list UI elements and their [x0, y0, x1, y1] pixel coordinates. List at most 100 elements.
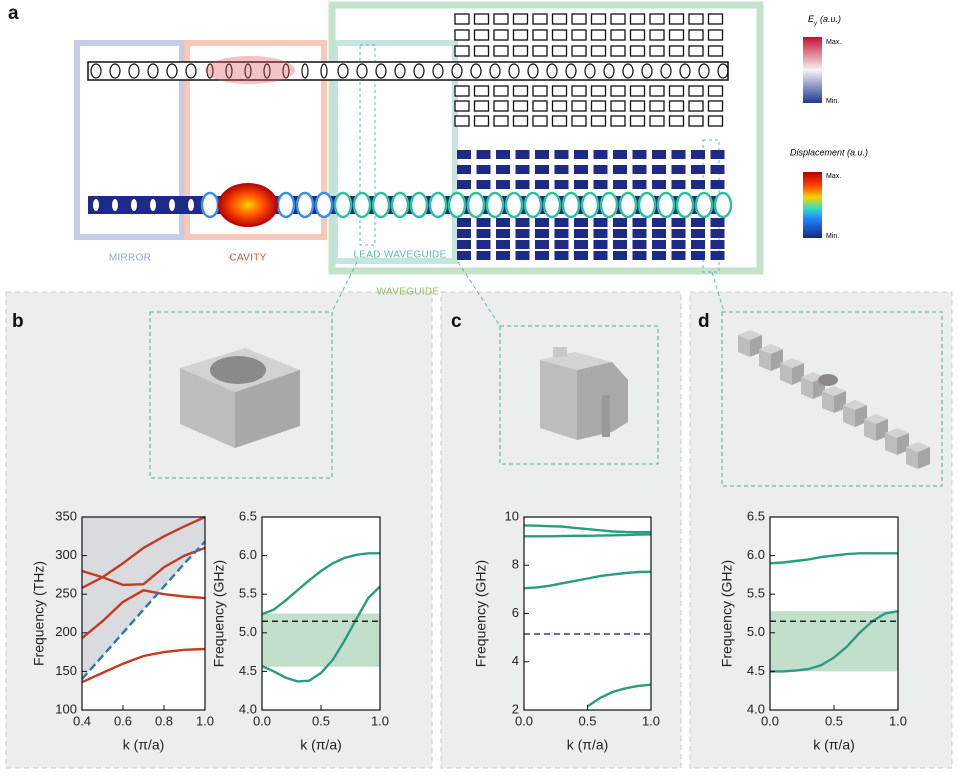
x-axis-label: k (π/a): [813, 737, 855, 753]
phononic-cell: [554, 251, 569, 260]
phononic-cell: [535, 240, 549, 249]
phononic-cell: [496, 251, 510, 260]
phononic-cell: [512, 29, 529, 41]
phononic-cell: [707, 115, 724, 127]
phononic-cell: [496, 218, 510, 227]
phononic-cell: [649, 29, 665, 41]
hole: [128, 63, 140, 79]
y-tick-label: 5.0: [747, 624, 765, 639]
phononic-cell: [691, 150, 705, 159]
phononic-cell: [632, 165, 647, 174]
phononic-cell: [457, 150, 471, 159]
band-line: [81, 647, 206, 684]
phononic-cell: [554, 240, 569, 249]
phononic-cell: [632, 229, 647, 238]
hole: [244, 63, 252, 79]
phononic-cell: [668, 85, 685, 97]
phononic-cell: [496, 150, 510, 159]
hole: [166, 63, 178, 79]
phononic-cell: [668, 29, 685, 41]
x-axis-label: k (π/a): [123, 737, 165, 753]
hole: [504, 191, 524, 219]
phononic-cell: [610, 115, 626, 127]
hole: [565, 63, 577, 79]
cavity-field: [205, 56, 295, 84]
phononic-cell: [512, 85, 529, 97]
hole: [352, 191, 372, 219]
block: [780, 363, 792, 385]
hole: [150, 199, 156, 211]
x-tick-label: 1.0: [642, 713, 660, 728]
unit-marker: [359, 44, 376, 246]
inset-box: [721, 311, 943, 487]
phononic-cell: [649, 13, 665, 25]
phononic-cell: [691, 218, 705, 227]
phononic-cell: [652, 218, 666, 227]
phononic-cell: [476, 251, 491, 260]
phononic-cell: [535, 251, 549, 260]
x-tick-label: 0.0: [253, 713, 271, 728]
phononic-cell: [688, 45, 704, 57]
bandgap: [262, 613, 380, 667]
region-label: CAVITY: [229, 253, 266, 264]
bandgap: [770, 611, 898, 672]
phononic-cell: [512, 45, 529, 57]
phononic-cell: [707, 85, 724, 97]
hole: [485, 191, 505, 219]
hole: [508, 63, 520, 79]
phononic-cell: [649, 85, 665, 97]
phononic-cell: [652, 240, 666, 249]
phononic-cell: [574, 180, 588, 189]
phononic-cell: [493, 100, 509, 112]
x-tick-label: 0.5: [578, 713, 596, 728]
x-tick-label: 0.0: [761, 713, 779, 728]
hole: [637, 191, 657, 219]
phononic-cell: [632, 180, 647, 189]
phononic-cell: [652, 251, 666, 260]
hole: [656, 191, 676, 219]
phononic-cell: [610, 85, 626, 97]
hole: [188, 199, 194, 211]
phononic-cell: [454, 45, 470, 57]
hole: [618, 191, 638, 219]
phononic-cell: [496, 180, 510, 189]
hole: [694, 191, 714, 219]
phononic-cell: [554, 150, 569, 159]
hole: [409, 191, 429, 219]
phononic-cell: [652, 229, 666, 238]
phononic-cell: [688, 13, 704, 25]
phononic-cell: [473, 115, 490, 127]
x-axis-label: k (π/a): [300, 737, 342, 753]
phononic-cell: [629, 29, 646, 41]
hole: [282, 63, 290, 79]
phononic-cell: [535, 150, 549, 159]
colorbar-title: Ey (a.u.): [808, 14, 841, 26]
phononic-cell: [652, 150, 666, 159]
hole: [523, 191, 543, 219]
hole: [527, 63, 539, 79]
phononic-cell: [551, 29, 568, 41]
phononic-cell: [476, 229, 491, 238]
phononic-cell: [512, 115, 529, 127]
phononic-cell: [574, 150, 588, 159]
phononic-cell: [710, 165, 725, 174]
phononic-cell: [671, 229, 686, 238]
region-label: MIRROR: [109, 253, 151, 264]
phononic-cell: [590, 29, 607, 41]
phononic-cell: [493, 29, 509, 41]
phononic-cell: [613, 240, 627, 249]
y-axis-label: Frequency (GHz): [473, 560, 489, 667]
phononic-cell: [515, 180, 530, 189]
phononic-cell: [688, 85, 704, 97]
phononic-cell: [668, 13, 685, 25]
phononic-cell: [688, 100, 704, 112]
inset-box: [499, 325, 659, 465]
band-line: [524, 533, 652, 538]
phononic-cell: [454, 100, 470, 112]
colorbar-min: Min.: [826, 233, 839, 240]
phononic-cell: [554, 165, 569, 174]
region-label: WAVEGUIDE: [377, 287, 440, 298]
phononic-cell: [710, 150, 725, 159]
band-line: [769, 552, 898, 565]
